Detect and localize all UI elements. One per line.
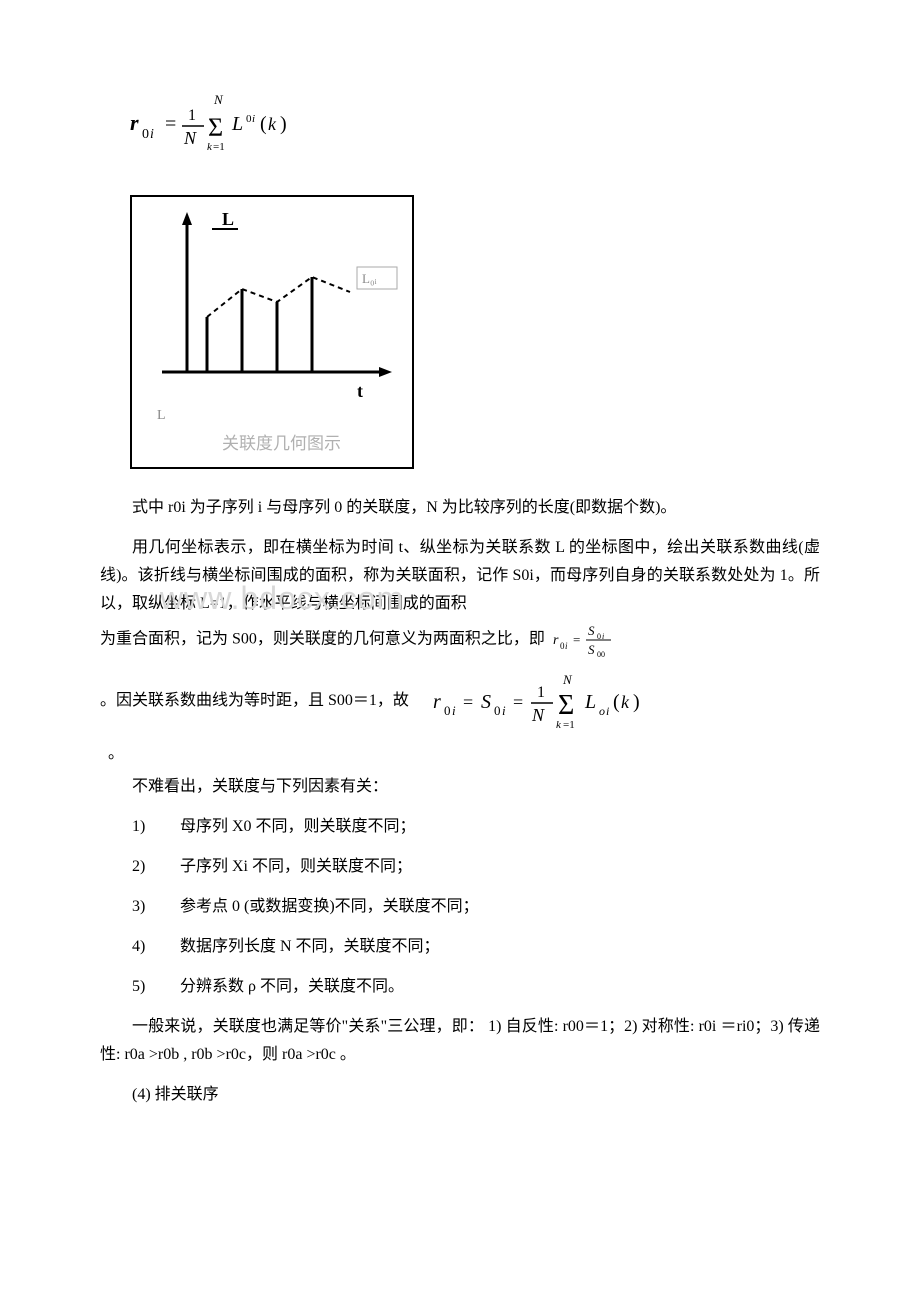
svg-text:r: r <box>130 110 139 135</box>
inline-formula-ratio: r 0 i = S 0 i S 00 <box>553 622 623 658</box>
svg-text:=1: =1 <box>563 719 575 729</box>
paragraph-4: 不难看出，关联度与下列因素有关： <box>100 773 820 801</box>
list-item: 2)子序列 Xi 不同，则关联度不同； <box>100 853 820 881</box>
list-item: 1)母序列 X0 不同，则关联度不同； <box>100 813 820 841</box>
svg-text:r: r <box>553 633 559 648</box>
svg-text:N: N <box>562 674 573 687</box>
list-item: 4)数据序列长度 N 不同，关联度不同； <box>100 933 820 961</box>
svg-text:N: N <box>531 705 545 725</box>
paragraph-3: 。因关联系数曲线为等时距，且 S00＝1，故 r 0 i = S 0 i = 1… <box>100 674 820 729</box>
svg-text:=1: =1 <box>213 141 225 153</box>
svg-text:i: i <box>252 113 255 125</box>
paragraph-2-text: 用几何坐标表示，即在横坐标为时间 t、纵坐标为关联系数 L 的坐标图中，绘出关联… <box>100 539 820 612</box>
list-num: 2) <box>132 853 180 881</box>
paragraph-3-suffix: 。 <box>100 739 820 763</box>
svg-text:): ) <box>280 113 287 135</box>
list-text: 子序列 Xi 不同，则关联度不同； <box>180 858 412 875</box>
svg-text:Σ: Σ <box>558 690 574 721</box>
list-num: 3) <box>132 893 180 921</box>
svg-text:N: N <box>213 92 224 107</box>
svg-text:S: S <box>481 691 491 713</box>
svg-text:=: = <box>165 113 176 135</box>
svg-text:L: L <box>231 113 243 135</box>
paragraph-1: 式中 r0i 为子序列 i 与母序列 0 的关联度，N 为比较序列的长度(即数据… <box>100 494 820 522</box>
svg-text:o: o <box>599 704 605 718</box>
svg-text:=: = <box>463 692 473 712</box>
svg-text:i: i <box>606 704 609 718</box>
svg-text:k: k <box>621 692 630 712</box>
svg-text:Σ: Σ <box>208 113 223 142</box>
paragraph-2: 用几何坐标表示，即在横坐标为时间 t、纵坐标为关联系数 L 的坐标图中，绘出关联… <box>100 534 820 618</box>
paragraph-2b: 为重合面积，记为 S00，则关联度的几何意义为两面积之比，即 r 0 i = S… <box>100 622 820 658</box>
list-num: 5) <box>132 973 180 1001</box>
svg-text:=: = <box>573 632 580 647</box>
svg-text:r: r <box>433 691 441 713</box>
paragraph-2b-text: 为重合面积，记为 S00，则关联度的几何意义为两面积之比，即 <box>100 631 545 648</box>
formula-r0i-s0i: r 0 i = S 0 i = 1 N Σ N k =1 L o i ( k <box>433 674 693 729</box>
legend-label: L₀ᵢ <box>362 271 377 286</box>
svg-text:L: L <box>584 691 596 713</box>
factors-list: 1)母序列 X0 不同，则关联度不同； 2)子序列 Xi 不同，则关联度不同； … <box>100 813 820 1001</box>
svg-text:0: 0 <box>494 703 501 718</box>
formula-r0i: r 0 i = 1 N Σ N k =1 L 0 i ( k ) <box>130 90 820 165</box>
correlation-chart: L t L L₀ᵢ 关联度几何图示 <box>130 195 414 469</box>
svg-text:i: i <box>565 641 568 651</box>
list-item: 5)分辨系数 ρ 不同，关联度不同。 <box>100 973 820 1001</box>
list-num: 1) <box>132 813 180 841</box>
svg-text:L: L <box>157 408 166 423</box>
svg-text:00: 00 <box>597 650 605 658</box>
svg-text:i: i <box>452 703 456 718</box>
chart-caption: 关联度几何图示 <box>222 434 341 453</box>
y-axis-label: L <box>222 209 234 229</box>
svg-text:(: ( <box>613 691 620 713</box>
list-text: 数据序列长度 N 不同，关联度不同； <box>180 938 440 955</box>
list-text: 参考点 0 (或数据变换)不同，关联度不同； <box>180 898 479 915</box>
svg-text:i: i <box>150 127 154 142</box>
svg-text:k: k <box>268 114 277 134</box>
paragraph-5: 一般来说，关联度也满足等价"关系"三公理，即： 1) 自反性: r00＝1；2)… <box>100 1013 820 1069</box>
list-text: 分辨系数 ρ 不同，关联度不同。 <box>180 978 404 995</box>
svg-text:=: = <box>513 692 523 712</box>
svg-text:0: 0 <box>142 127 149 142</box>
x-axis-label: t <box>357 381 363 401</box>
svg-text:S: S <box>588 642 595 657</box>
svg-text:i: i <box>502 703 506 718</box>
svg-text:0: 0 <box>444 703 451 718</box>
svg-text:1: 1 <box>537 684 545 701</box>
list-item: 3)参考点 0 (或数据变换)不同，关联度不同； <box>100 893 820 921</box>
list-text: 母序列 X0 不同，则关联度不同； <box>180 818 416 835</box>
paragraph-3-prefix: 。因关联系数曲线为等时距，且 S00＝1，故 <box>100 692 409 709</box>
list-num: 4) <box>132 933 180 961</box>
svg-text:N: N <box>183 128 197 148</box>
svg-text:S: S <box>588 623 595 638</box>
svg-text:1: 1 <box>188 107 196 124</box>
svg-text:): ) <box>633 691 640 713</box>
svg-text:(: ( <box>260 113 267 135</box>
paragraph-6: (4) 排关联序 <box>100 1081 820 1109</box>
